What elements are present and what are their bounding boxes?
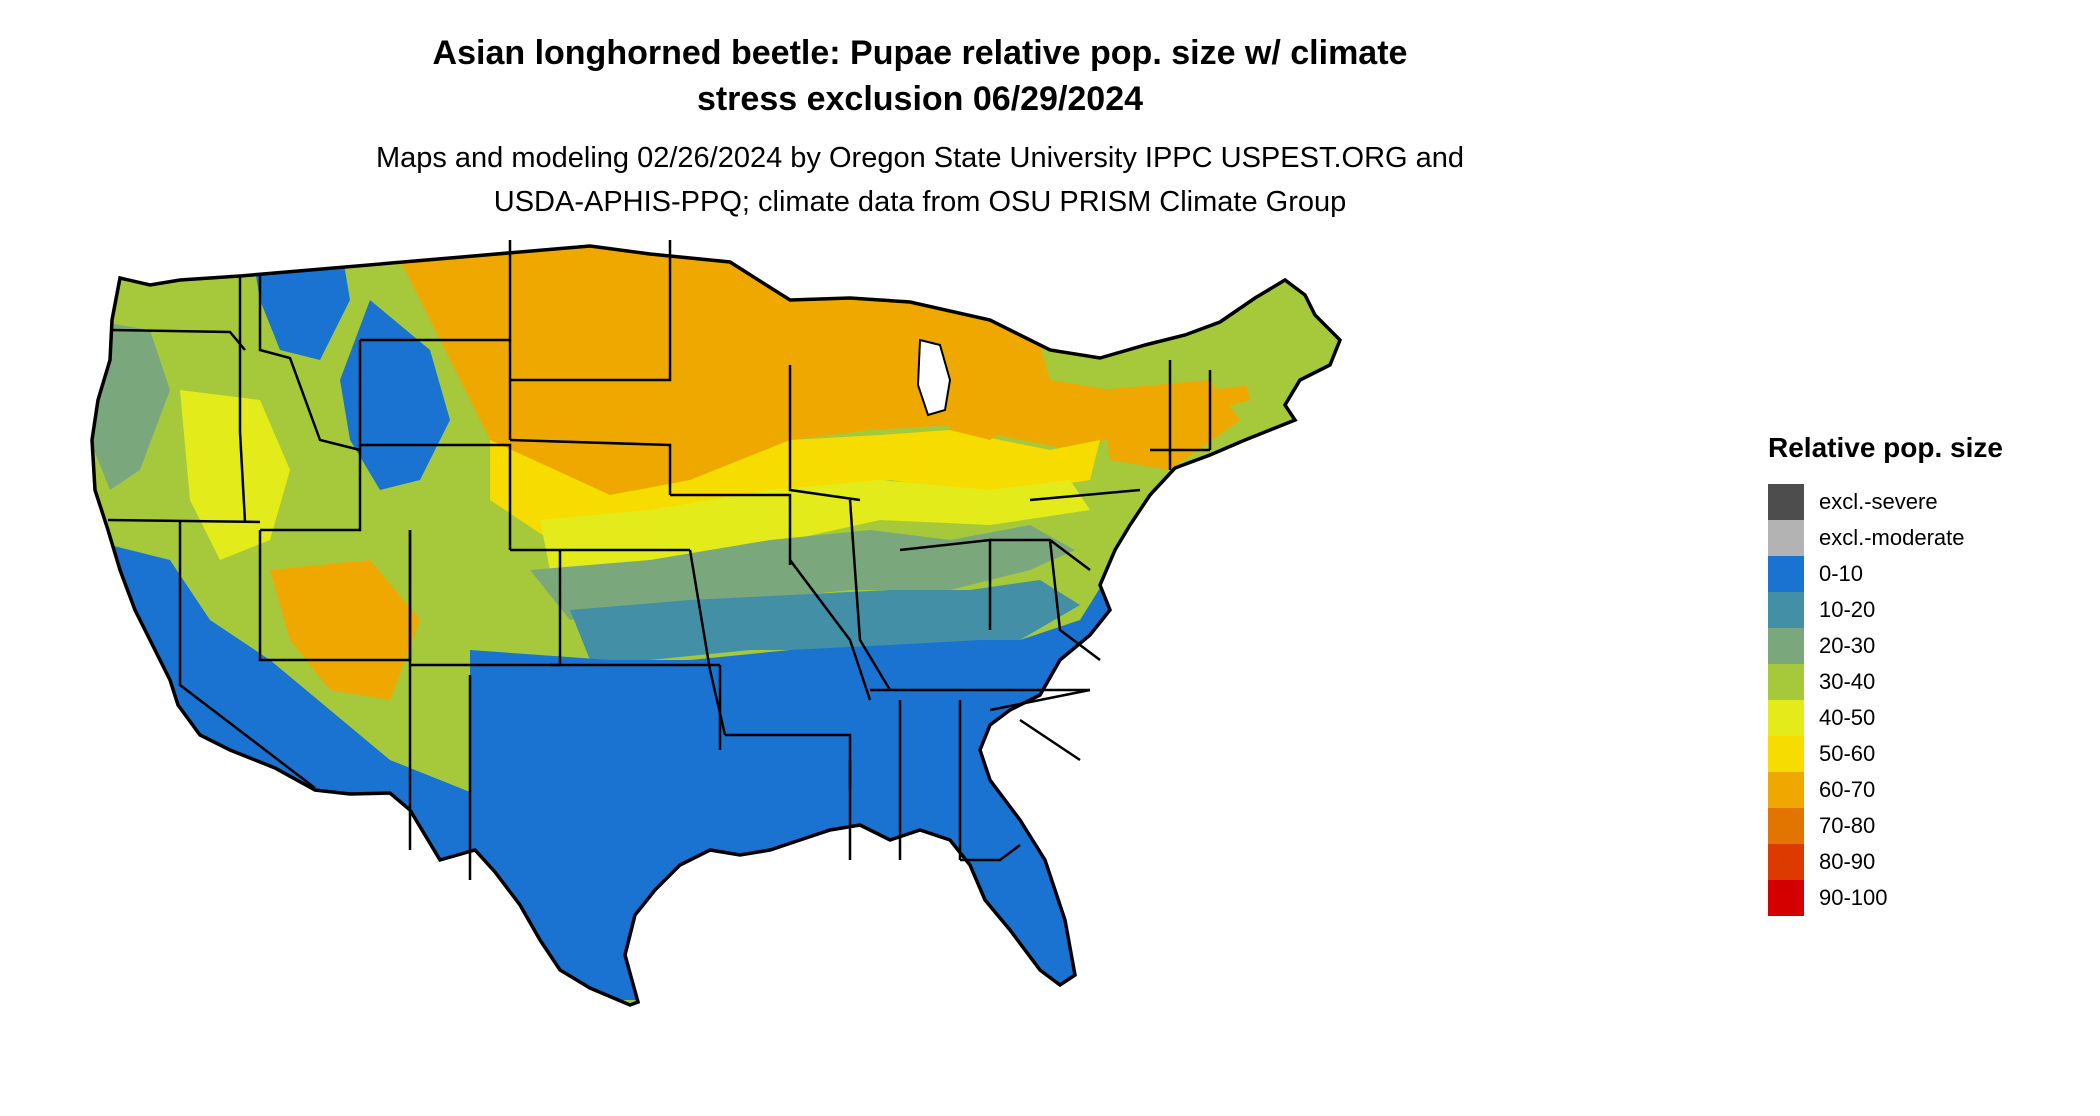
legend-swatch (1768, 700, 1804, 736)
border-mn-wi (788, 365, 861, 502)
legend-item: 10-20 (1768, 592, 2088, 628)
legend-item: excl.-moderate (1768, 520, 2088, 556)
legend-item: 90-100 (1768, 880, 2088, 916)
legend-item: 70-80 (1768, 808, 2088, 844)
border-or-ca (107, 518, 261, 524)
legend-items: excl.-severe excl.-moderate 0-10 10-20 20-30… (1768, 484, 2088, 916)
legend-item: 0-10 (1768, 556, 2088, 592)
border-or-id (238, 431, 247, 523)
map-subtitle: Maps and modeling 02/26/2024 by Oregon S… (0, 136, 1840, 224)
legend-item: 40-50 (1768, 700, 2088, 736)
legend: Relative pop. size excl.-severe excl.-mod… (1768, 432, 2088, 916)
border-mo-ky (789, 559, 872, 701)
legend-swatch (1768, 592, 1804, 628)
zone-fill-40-50-great-basin (180, 390, 290, 560)
map-fill-layer (92, 246, 1340, 1005)
legend-item: 20-30 (1768, 628, 2088, 664)
legend-swatch (1768, 808, 1804, 844)
legend-label: 30-40 (1819, 669, 1876, 694)
legend-title: Relative pop. size (1768, 432, 2003, 463)
zone-fill-40-50-central (540, 480, 1090, 570)
legend-label: 90-100 (1819, 885, 1888, 910)
map-title: Asian longhorned beetle: Pupae relative … (0, 30, 1840, 122)
us-map (90, 240, 1740, 1070)
legend-label: 60-70 (1819, 777, 1876, 802)
legend-label: excl.-severe (1819, 489, 1938, 514)
legend-swatch (1768, 664, 1804, 700)
legend-swatch (1768, 556, 1804, 592)
zone-fill-60-70-plains (390, 246, 1250, 500)
legend-swatch (1768, 880, 1804, 916)
zone-fill-0-10-rockies-north (340, 300, 450, 490)
border-nd-sd-mn (510, 240, 672, 382)
map-title-block: Asian longhorned beetle: Pupae relative … (0, 30, 1840, 224)
zone-fill-20-30-band (530, 525, 1075, 620)
us-map-svg (90, 240, 1342, 1007)
legend-label: 70-80 (1819, 813, 1876, 838)
legend-item: 30-40 (1768, 664, 2088, 700)
legend-swatch (1768, 844, 1804, 880)
legend-label: 10-20 (1819, 597, 1876, 622)
border-ga-sc (1019, 718, 1081, 762)
border-fl-ga (960, 844, 1021, 862)
legend-label: 50-60 (1819, 741, 1876, 766)
border-ca-nv (178, 522, 316, 789)
zone-fill-60-70-southwest-highlands (270, 560, 420, 700)
map-subtitle-line-2: USDA-APHIS-PPQ; climate data from OSU PR… (493, 186, 1347, 218)
legend-item: excl.-severe (1768, 484, 2088, 520)
border-wv-va (1048, 539, 1101, 661)
state-borders (107, 240, 1212, 880)
map-title-line-1: Asian longhorned beetle: Pupae relative … (432, 34, 1408, 72)
legend-item: 50-60 (1768, 736, 2088, 772)
legend-label: excl.-moderate (1819, 525, 1965, 550)
border-il-in (848, 499, 892, 691)
border-nc-va (989, 688, 1091, 712)
border-ia (670, 493, 792, 565)
legend-swatch (1768, 772, 1804, 808)
legend-label: 40-50 (1819, 705, 1876, 730)
map-subtitle-line-1: Maps and modeling 02/26/2024 by Oregon S… (375, 142, 1465, 174)
legend-swatch (1768, 628, 1804, 664)
legend-item: 60-70 (1768, 772, 2088, 808)
legend-label: 80-90 (1819, 849, 1876, 874)
legend-label: 20-30 (1819, 633, 1876, 658)
legend-swatch (1768, 736, 1804, 772)
border-sd-ne (509, 438, 672, 495)
border-id-mt (258, 276, 361, 452)
border-pa-ny (1029, 488, 1141, 502)
lake-michigan (916, 338, 952, 417)
map-title-line-2: stress exclusion 06/29/2024 (696, 80, 1144, 118)
legend-swatch (1768, 520, 1804, 556)
legend-item: 80-90 (1768, 844, 2088, 880)
legend-swatch (1768, 484, 1804, 520)
zone-fill-60-70-michigan (950, 350, 1030, 440)
border-id-wy-ut (260, 340, 362, 532)
legend-label: 0-10 (1819, 561, 1864, 586)
border-wy-co (360, 443, 512, 550)
